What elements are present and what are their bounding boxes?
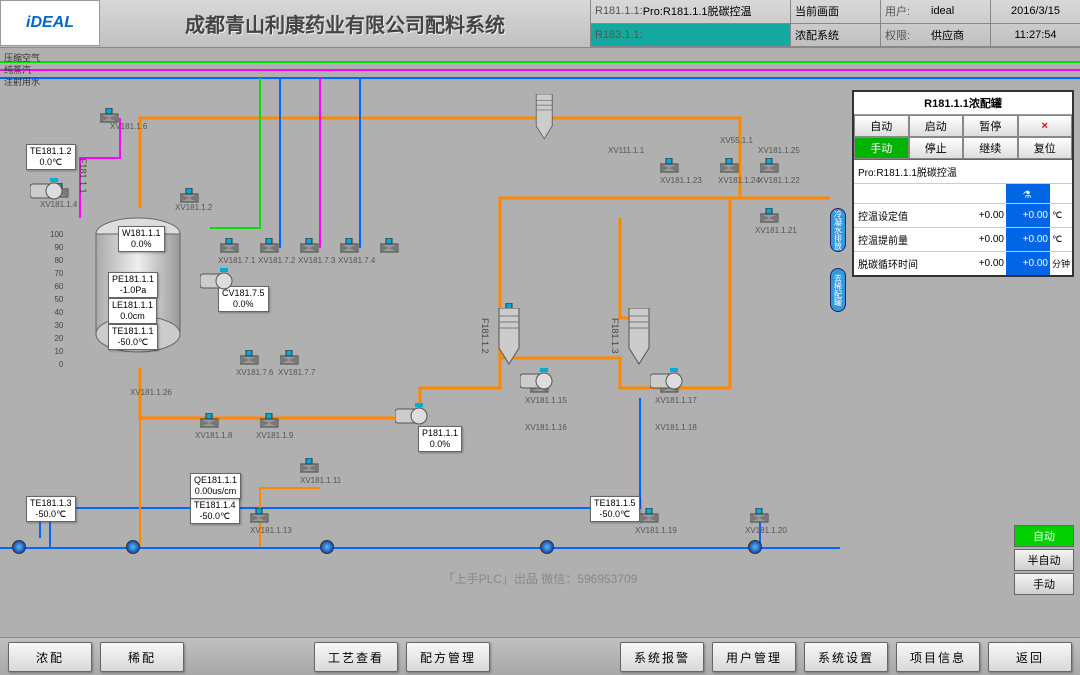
- btn-auto[interactable]: 自动: [854, 115, 909, 137]
- pill-cooling: 冷凝水排放: [830, 208, 846, 252]
- nav-dilute[interactable]: 稀配: [100, 642, 184, 672]
- tag-QE: QE181.1.10.00us/cm: [190, 473, 241, 499]
- btn-start[interactable]: 启动: [909, 115, 964, 137]
- date: 2016/3/15: [1011, 5, 1060, 17]
- mode-semi[interactable]: 半自动: [1014, 549, 1074, 571]
- legend: 压缩空气纯蒸汽注射用水: [4, 52, 40, 88]
- panel-button-grid: 自动 启动 暂停 × 手动 停止 继续 复位: [854, 115, 1072, 159]
- control-panel: R181.1.1浓配罐 自动 启动 暂停 × 手动 停止 继续 复位 Pro:R…: [852, 90, 1074, 277]
- tag-PE: PE181.1.1-1.0Pa: [108, 272, 158, 298]
- tag-TE4: TE181.1.4-50.0℃: [190, 498, 240, 524]
- header-bar: iDEAL 成都青山利康药业有限公司配料系统 R181.1.1:Pro:R181…: [0, 0, 1080, 48]
- watermark: 「上手PLC」出品 微信：596953709: [443, 570, 638, 587]
- system-title: 成都青山利康药业有限公司配料系统: [100, 0, 590, 47]
- btn-close[interactable]: ×: [1018, 115, 1073, 137]
- tag-LE: LE181.1.10.0cm: [108, 298, 157, 324]
- tag-W: W181.1.10.0%: [118, 226, 165, 252]
- pill-dilute: 去稀配罐: [830, 268, 846, 312]
- nav-recipe[interactable]: 配方管理: [406, 642, 490, 672]
- tag-TE3: TE181.1.3-50.0℃: [26, 496, 76, 522]
- footer-nav: 浓配 稀配 工艺查看 配方管理 系统报警 用户管理 系统设置 项目信息 返回: [0, 637, 1080, 675]
- logo: iDEAL: [0, 0, 100, 46]
- btn-reset[interactable]: 复位: [1018, 137, 1073, 159]
- nav-back[interactable]: 返回: [988, 642, 1072, 672]
- btn-stop[interactable]: 停止: [909, 137, 964, 159]
- level-scale: 1009080706050403020100: [50, 228, 63, 371]
- btn-pause[interactable]: 暂停: [963, 115, 1018, 137]
- nav-user[interactable]: 用户管理: [712, 642, 796, 672]
- nav-process[interactable]: 工艺查看: [314, 642, 398, 672]
- btn-manual[interactable]: 手动: [854, 137, 909, 159]
- mode-manual[interactable]: 手动: [1014, 573, 1074, 595]
- nav-project[interactable]: 项目信息: [896, 642, 980, 672]
- panel-title: R181.1.1浓配罐: [854, 92, 1072, 115]
- nav-concentrate[interactable]: 浓配: [8, 642, 92, 672]
- nav-alarm[interactable]: 系统报警: [620, 642, 704, 672]
- pid-canvas: 压缩空气纯蒸汽注射用水 1009080706050403020100 W181.…: [0, 48, 1080, 637]
- tag-P1: P181.1.10.0%: [418, 426, 462, 452]
- mode-panel: 自动 半自动 手动: [1014, 525, 1074, 595]
- tag-TE5: TE181.1.5-50.0℃: [590, 496, 640, 522]
- mode-auto[interactable]: 自动: [1014, 525, 1074, 547]
- tag-TE1: TE181.1.1-50.0℃: [108, 324, 158, 350]
- btn-continue[interactable]: 继续: [963, 137, 1018, 159]
- time: 11:27:54: [1014, 29, 1056, 41]
- pump-icon: [200, 268, 234, 292]
- tag-TE2: TE181.1.20.0℃: [26, 144, 76, 170]
- indicator-dot: [12, 540, 26, 554]
- param-row: 控温设定值+0.00+0.00℃: [854, 203, 1072, 227]
- nav-settings[interactable]: 系统设置: [804, 642, 888, 672]
